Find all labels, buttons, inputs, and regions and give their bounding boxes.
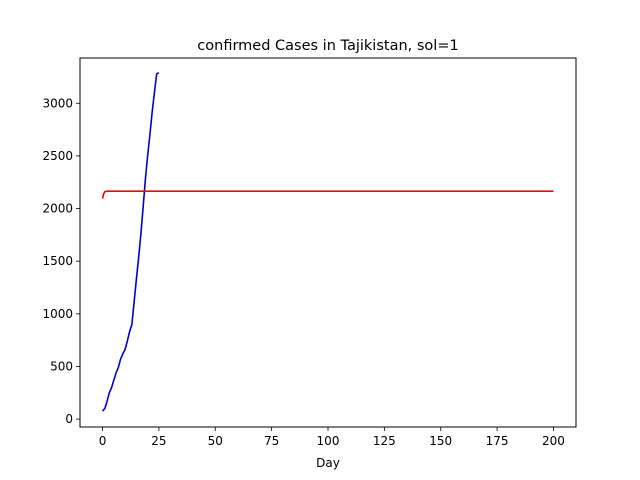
y-axis-ticks: 0 500 1000 1500 2000 2500 3000 [42,96,80,426]
y-tick-label: 1000 [42,307,73,321]
x-tick-label: 50 [208,434,223,448]
x-axis-label: Day [316,456,340,470]
chart-title: confirmed Cases in Tajikistan, sol=1 [197,38,458,54]
plot-frame [79,57,577,428]
x-tick-label: 0 [99,434,107,448]
y-tick-label: 2500 [42,149,73,163]
y-tick-label: 500 [50,359,73,373]
y-tick-label: 3000 [42,96,73,110]
y-tick-label: 0 [65,412,73,426]
x-tick-label: 175 [486,434,509,448]
x-tick-label: 150 [429,434,452,448]
y-tick-label: 2000 [42,202,73,216]
x-tick-label: 75 [264,434,279,448]
x-axis-ticks: 0 25 50 75 100 125 150 175 200 [99,427,565,448]
series-line-2 [101,190,554,199]
series-line-1 [101,71,160,412]
x-tick-label: 100 [317,434,340,448]
x-tick-label: 25 [151,434,166,448]
x-tick-label: 200 [542,434,565,448]
series-layer [101,71,554,412]
y-tick-label: 1500 [42,254,73,268]
x-tick-label: 125 [373,434,396,448]
